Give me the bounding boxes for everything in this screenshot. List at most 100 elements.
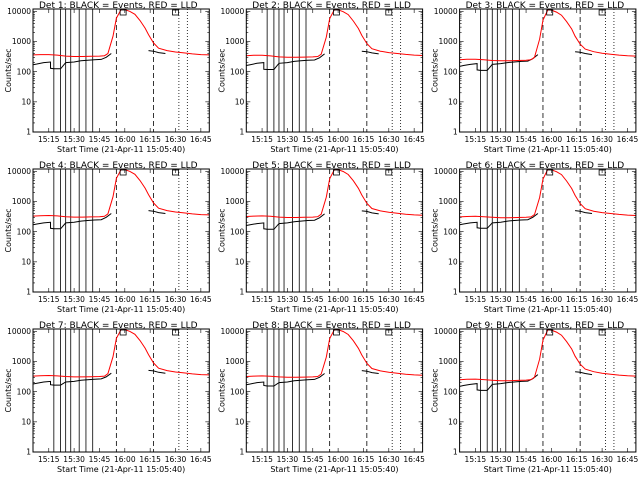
panel-2-ytick-label: 1000 (225, 37, 244, 46)
panel-3-marker-1 (546, 9, 554, 16)
panel-5: 1 10 100 1000 10000 15:15 15:30 15:45 16:00 16:15… (217, 161, 425, 314)
panel-6-ylabel: Counts/sec (431, 208, 440, 252)
panel-1-ytick-label: 10000 (7, 7, 31, 16)
panel-3-ytick-label: 10000 (434, 7, 458, 16)
panel-2-series-events (246, 50, 379, 70)
panel-3-xtick-label: 16:30 (591, 135, 613, 144)
panel-4-series-lld (33, 169, 210, 218)
panel-2-frame (245, 8, 424, 133)
panel-7-xlabel: Start Time (21-Apr-11 15:05:40) (57, 465, 185, 474)
panel-6-marker-1 (546, 169, 554, 176)
panel-5-xtick-label: 15:15 (251, 295, 273, 304)
panel-8-xtick-label: 16:00 (327, 455, 349, 464)
panel-6-xtick-label: 15:45 (515, 295, 537, 304)
panel-5-ytick-label: 1000 (225, 197, 244, 206)
panel-5-xtick-label: 15:30 (277, 295, 299, 304)
panel-3-frame (459, 8, 637, 133)
panel-7-ylabel: Counts/sec (4, 368, 13, 412)
panel-2-title: Det 2: BLACK = Events, RED = LLD (252, 1, 411, 11)
panel-9-xtick-label: 16:00 (541, 455, 563, 464)
panel-6-ytick-label: 100 (443, 227, 458, 236)
panel-8-ytick-label: 100 (230, 387, 245, 396)
panel-2-xtick-label: 15:30 (277, 135, 299, 144)
panel-9-xtick-label: 16:15 (566, 455, 588, 464)
panel-4-xtick-label: 16:15 (139, 295, 161, 304)
panel-6-xtick-label: 16:30 (591, 295, 613, 304)
panel-5-marker-1 (333, 169, 340, 176)
panel-8-ytick-label: 10 (235, 417, 245, 426)
panel-1-xlabel: Start Time (21-Apr-11 15:05:40) (57, 145, 185, 154)
panel-5-series-events (246, 210, 379, 230)
panel-8-frame (245, 328, 424, 453)
panel-7-ytick-label: 10000 (7, 327, 31, 336)
panel-7-frame (32, 328, 210, 453)
panel-8-xlabel: Start Time (21-Apr-11 15:05:40) (270, 465, 398, 474)
panel-1-ytick-label: 10 (21, 97, 31, 106)
panel-5-frame (245, 168, 424, 293)
panel-3-ytick-label: 1000 (439, 37, 458, 46)
panel-1-xtick-label: 16:45 (190, 135, 212, 144)
panel-8-ytick-label: 1000 (225, 357, 244, 366)
panel-9-ytick-label: 10 (448, 417, 458, 426)
panel-7-ytick-label: 1 (26, 448, 31, 457)
panel-1-xtick-label: 16:15 (139, 135, 161, 144)
panel-9-xtick-label: 15:30 (490, 455, 512, 464)
panel-2-ytick-label: 1 (240, 128, 245, 137)
panel-2-ytick-label: 100 (230, 67, 245, 76)
panel-7-xtick-label: 16:00 (114, 455, 136, 464)
panel-1-frame (32, 8, 210, 133)
panel-4-title: Det 4: BLACK = Events, RED = LLD (39, 161, 198, 171)
panel-6-ytick-label: 1 (453, 288, 458, 297)
panel-7-xtick-label: 16:30 (165, 455, 187, 464)
panel-8-series-lld (246, 329, 423, 378)
panel-3-ytick-label: 10 (448, 97, 458, 106)
panel-2-xtick-label: 15:45 (302, 135, 324, 144)
panel-6-xtick-label: 15:30 (490, 295, 512, 304)
panel-1-xtick-label: 15:15 (38, 135, 60, 144)
panel-2-plot-area (246, 9, 423, 132)
panel-5-xtick-label: 15:45 (302, 295, 324, 304)
panel-6-series-events (459, 210, 593, 229)
panel-3-xtick-label: 15:15 (465, 135, 487, 144)
panel-6-xtick-label: 16:45 (617, 295, 639, 304)
panel-6-plot-area (459, 169, 636, 292)
panel-4-ytick-label: 10 (21, 257, 31, 266)
panel-1-series-events (33, 50, 166, 70)
panel-4-ytick-label: 1 (26, 288, 31, 297)
panel-3-plot-area (459, 9, 636, 132)
panel-9-plot-area (459, 329, 636, 452)
panel-8-xtick-label: 16:45 (403, 455, 425, 464)
panel-7-ytick-label: 10 (21, 417, 31, 426)
panel-5-xtick-label: 16:00 (327, 295, 349, 304)
panel-3-xtick-label: 15:45 (515, 135, 537, 144)
panel-3-xtick-label: 15:30 (490, 135, 512, 144)
panel-6-ytick-label: 10000 (434, 167, 458, 176)
panel-2-xtick-label: 16:30 (378, 135, 400, 144)
panel-4-plot-area (33, 169, 210, 292)
panel-2-ytick-label: 10 (235, 97, 245, 106)
panel-2-xtick-label: 16:00 (327, 135, 349, 144)
panel-5-title: Det 5: BLACK = Events, RED = LLD (252, 161, 411, 171)
panel-5-plot-area (246, 169, 423, 292)
panel-5-ytick-label: 100 (230, 227, 245, 236)
panel-1-xtick-label: 15:30 (63, 135, 85, 144)
panel-1-series-lld (33, 9, 210, 57)
panel-8-xtick-label: 15:15 (251, 455, 273, 464)
panel-9-ytick-label: 10000 (434, 327, 458, 336)
panel-8-xtick-label: 15:45 (302, 455, 324, 464)
panel-9: 1 10 100 1000 10000 15:15 15:30 15:45 16:00 16:15… (431, 321, 639, 474)
panel-4-ytick-label: 10000 (7, 167, 31, 176)
panel-1-title: Det 1: BLACK = Events, RED = LLD (39, 1, 198, 11)
panel-8: 1 10 100 1000 10000 15:15 15:30 15:45 16:00 16:15… (217, 321, 425, 474)
panel-6-title: Det 6: BLACK = Events, RED = LLD (466, 161, 625, 171)
panel-2: 1 10 100 1000 10000 15:15 15:30 15:45 16:00 16:15… (217, 1, 425, 154)
panel-8-marker-1 (333, 329, 340, 336)
panel-3-series-lld (459, 9, 636, 62)
panel-3-series-events (459, 51, 593, 71)
panel-8-title: Det 8: BLACK = Events, RED = LLD (252, 321, 411, 331)
panel-8-ytick-label: 1 (240, 448, 245, 457)
panel-6-xtick-label: 16:00 (541, 295, 563, 304)
panel-9-xlabel: Start Time (21-Apr-11 15:05:40) (484, 465, 612, 474)
panel-3-ylabel: Counts/sec (431, 48, 440, 92)
panel-6-ytick-label: 1000 (439, 197, 458, 206)
